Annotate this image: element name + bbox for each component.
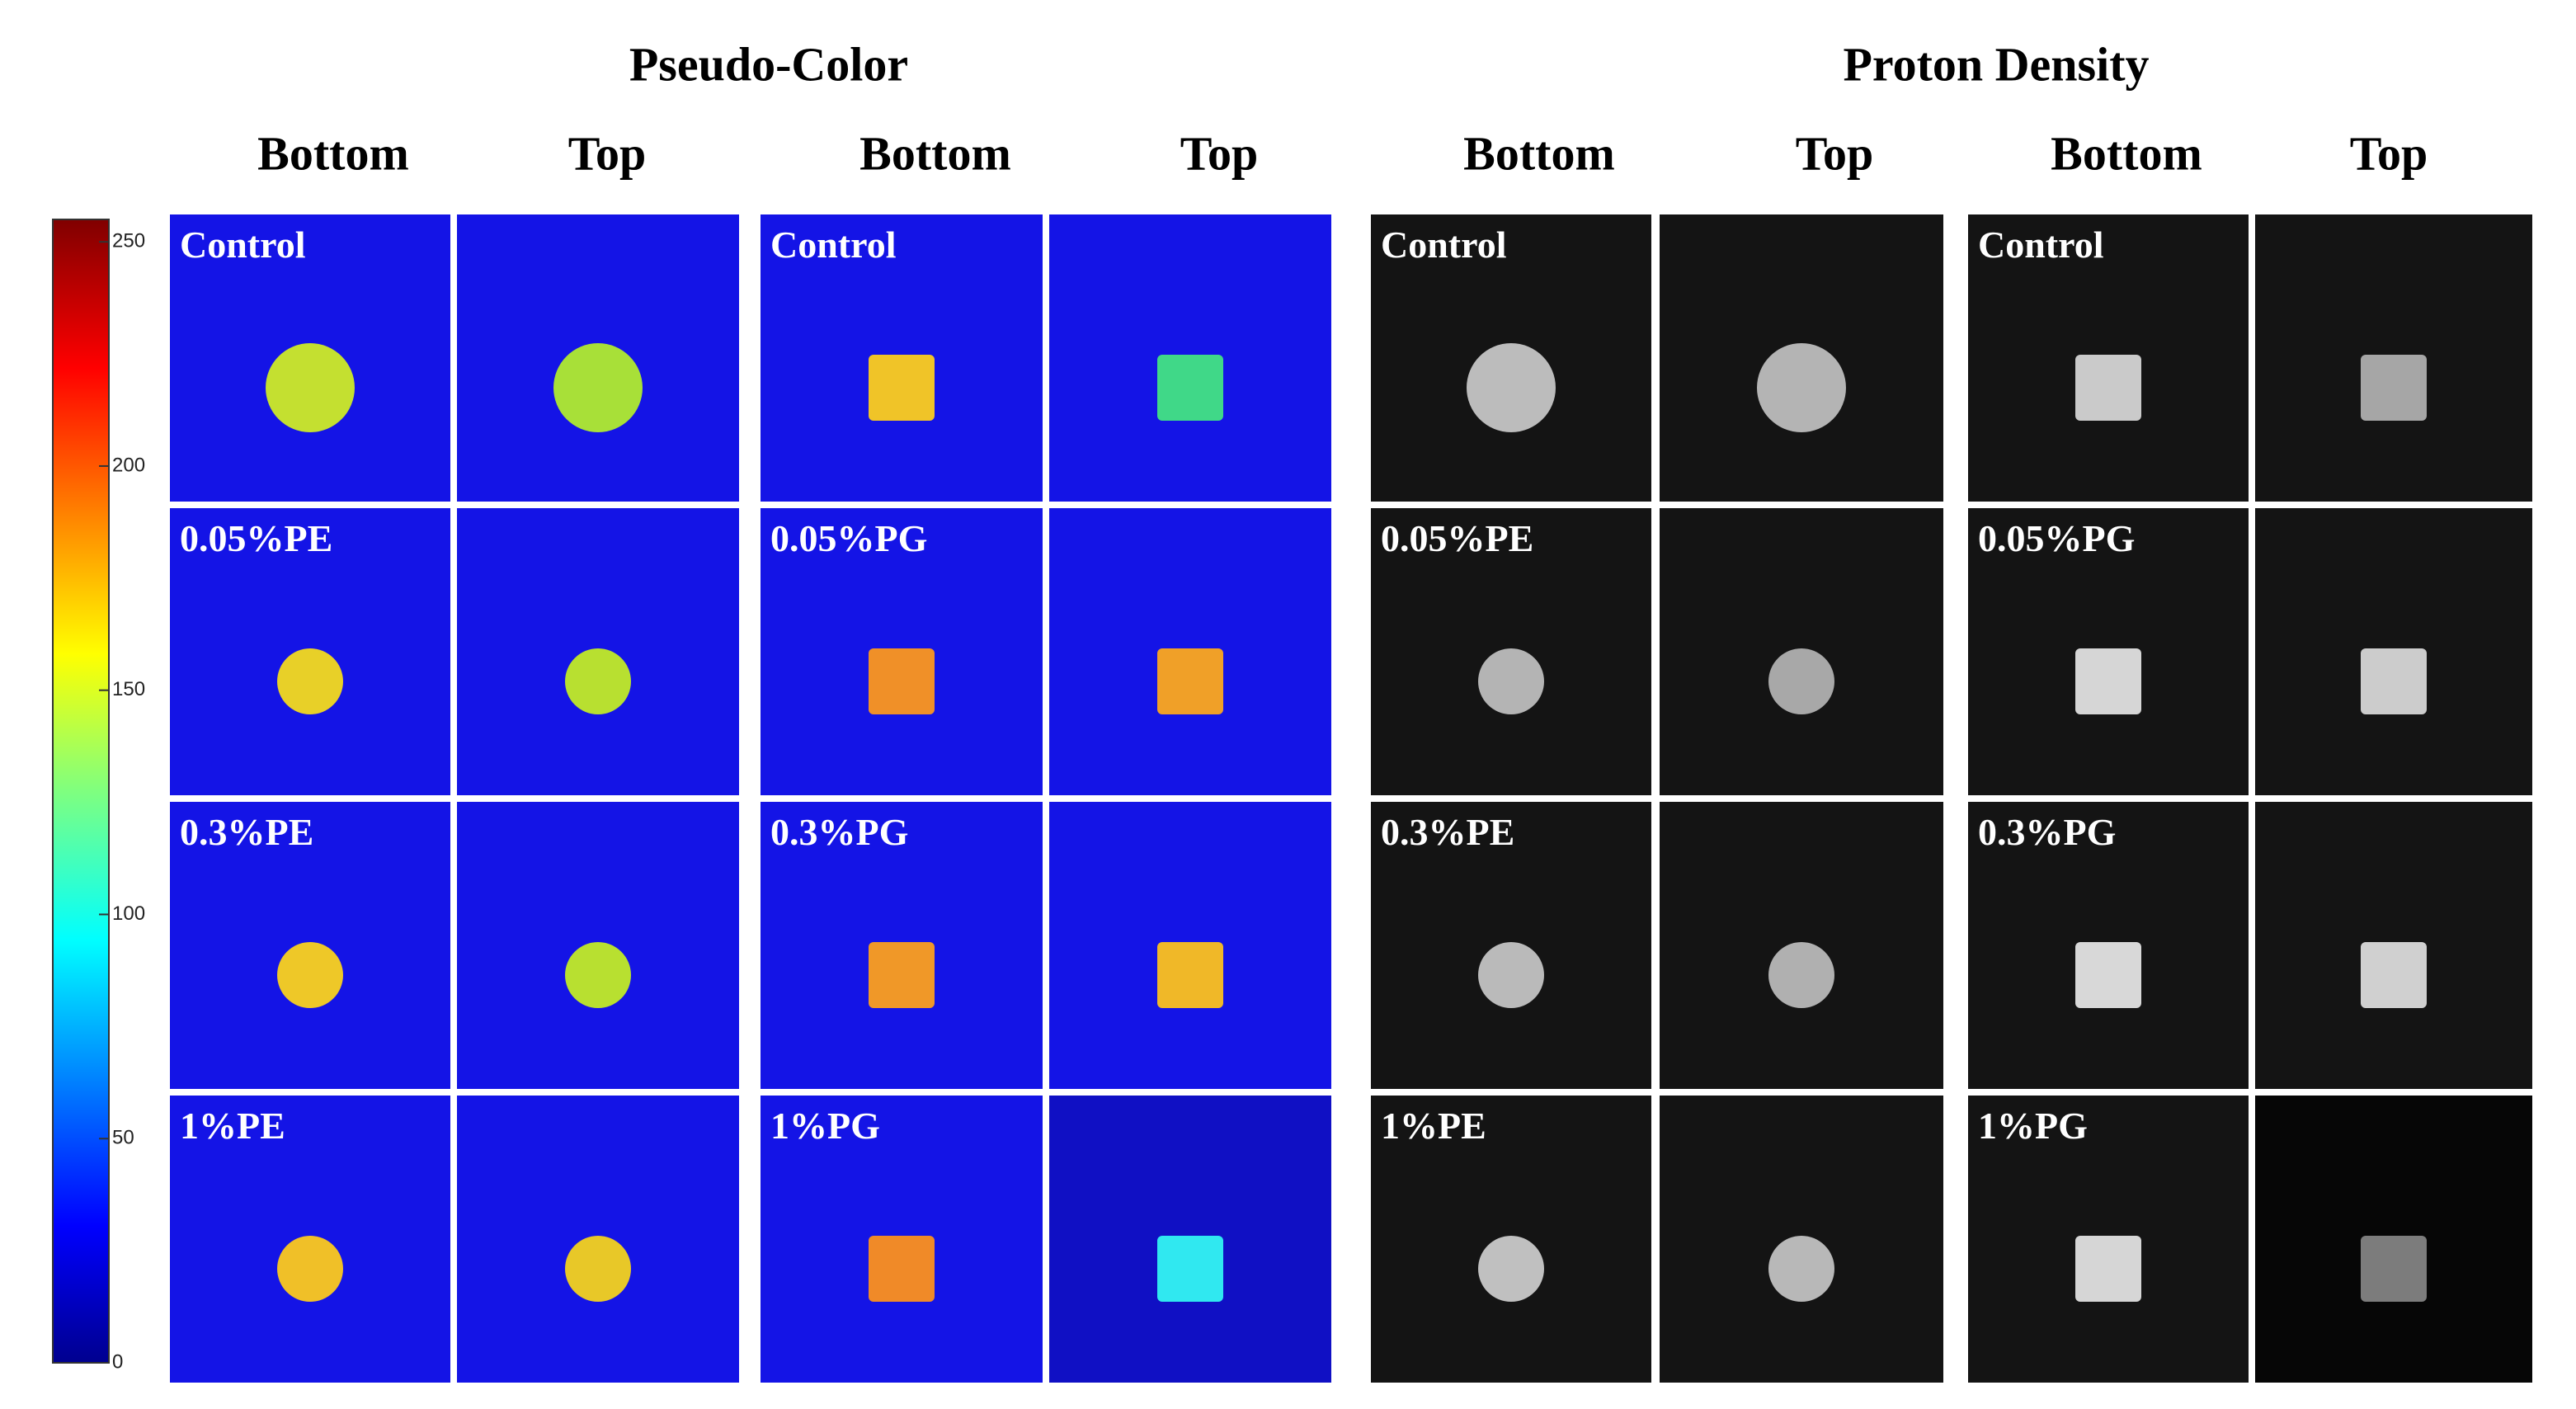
sample [1478, 1236, 1544, 1302]
column-header: Bottom [1463, 126, 1615, 180]
row-label: 0.3%PG [770, 811, 908, 853]
sample [565, 1236, 631, 1302]
section-title: Pseudo-Color [629, 37, 908, 91]
sample [1768, 942, 1834, 1008]
sample [2361, 1236, 2427, 1302]
sample [1478, 648, 1544, 714]
colorbar-tick-label: 0 [112, 1350, 123, 1373]
row-label: 0.05%PG [1978, 517, 2135, 559]
sample [2075, 648, 2141, 714]
colorbar-tick-label: 150 [112, 678, 145, 700]
row-label: 0.3%PE [1381, 811, 1514, 853]
sample [1157, 355, 1223, 421]
colorbar [52, 219, 110, 1364]
sample [2361, 648, 2427, 714]
sample [1157, 1236, 1223, 1302]
sample [1757, 343, 1846, 432]
row-label: 1%PE [180, 1105, 285, 1147]
sample [1157, 648, 1223, 714]
row-label: 0.3%PE [180, 811, 313, 853]
sample [1467, 343, 1556, 432]
sample [2075, 355, 2141, 421]
row-label: 1%PG [1978, 1105, 2088, 1147]
column-header: Top [2350, 126, 2428, 180]
row-label: 0.05%PE [1381, 517, 1533, 559]
column-header: Bottom [859, 126, 1011, 180]
sample [869, 648, 935, 714]
sample [1157, 942, 1223, 1008]
sample [2361, 942, 2427, 1008]
sample [869, 1236, 935, 1302]
row-label: Control [1381, 224, 1507, 266]
column-header: Bottom [2051, 126, 2202, 180]
sample [1478, 942, 1544, 1008]
row-label: Control [770, 224, 897, 266]
colorbar-tick-label: 50 [112, 1127, 134, 1149]
sample [277, 942, 343, 1008]
colorbar-tick-label: 250 [112, 230, 145, 252]
sample [565, 648, 631, 714]
sample [266, 343, 355, 432]
row-label: Control [180, 224, 306, 266]
column-header: Top [1796, 126, 1874, 180]
column-header: Top [1180, 126, 1259, 180]
row-label: Control [1978, 224, 2104, 266]
sample [1768, 1236, 1834, 1302]
sample [553, 343, 643, 432]
row-label: 1%PE [1381, 1105, 1486, 1147]
sample [2075, 1236, 2141, 1302]
sample [2075, 942, 2141, 1008]
sample [869, 942, 935, 1008]
row-label: 0.05%PG [770, 517, 927, 559]
sample [869, 355, 935, 421]
row-label: 0.05%PE [180, 517, 332, 559]
row-label: 0.3%PG [1978, 811, 2116, 853]
sample [1768, 648, 1834, 714]
row-label: 1%PG [770, 1105, 880, 1147]
sample [565, 942, 631, 1008]
sample [277, 1236, 343, 1302]
colorbar-tick-label: 200 [112, 454, 145, 476]
colorbar-tick-label: 100 [112, 902, 145, 925]
sample [277, 648, 343, 714]
column-header: Top [568, 126, 647, 180]
column-header: Bottom [257, 126, 409, 180]
sample [2361, 355, 2427, 421]
section-title: Proton Density [1843, 37, 2149, 91]
